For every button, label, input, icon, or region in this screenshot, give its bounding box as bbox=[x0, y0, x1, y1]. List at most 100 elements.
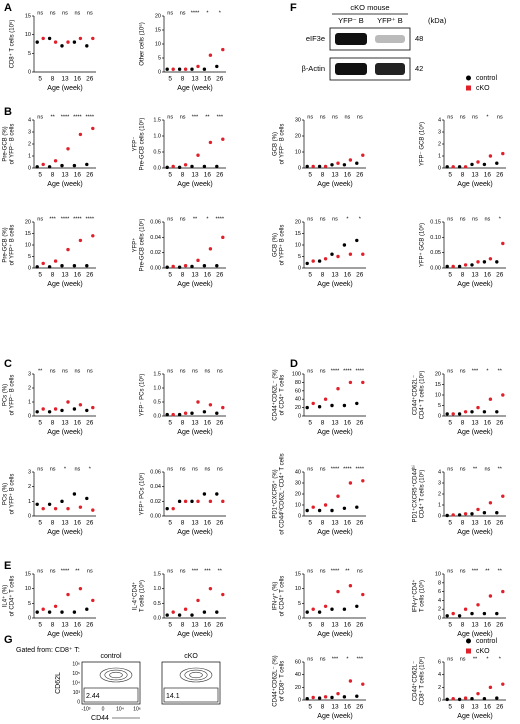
x-axis-label: Age (week) bbox=[177, 529, 212, 536]
x-tick-label: 26 bbox=[216, 272, 224, 279]
significance: ns bbox=[447, 466, 453, 472]
x-tick-label: 8 bbox=[321, 622, 325, 629]
data-point bbox=[35, 40, 39, 44]
y-tick-label: 20 bbox=[295, 685, 301, 691]
y-tick-label: 0 bbox=[438, 413, 441, 419]
y-tick-label: 0.0 bbox=[153, 165, 161, 171]
data-point bbox=[482, 162, 487, 167]
data-point bbox=[317, 405, 322, 409]
data-point bbox=[66, 592, 70, 597]
data-point bbox=[177, 613, 182, 617]
x-axis-label: Age (week) bbox=[317, 631, 352, 638]
data-point bbox=[463, 410, 468, 414]
data-point bbox=[476, 507, 480, 512]
flow-ytick: 10³ bbox=[73, 690, 81, 696]
y-tick-label: 10 bbox=[295, 149, 301, 155]
data-point bbox=[215, 492, 219, 496]
data-point bbox=[305, 405, 309, 410]
data-point bbox=[215, 164, 219, 169]
significance: ns bbox=[167, 216, 173, 222]
data-point bbox=[348, 380, 353, 385]
data-point bbox=[35, 502, 39, 506]
data-point bbox=[470, 263, 474, 267]
data-point bbox=[78, 36, 83, 41]
y-axis-label: YFP⁻ bbox=[133, 137, 139, 152]
data-point bbox=[85, 264, 89, 268]
significance: ns bbox=[460, 114, 466, 120]
x-tick-label: 16 bbox=[484, 520, 492, 527]
x-tick-label: 16 bbox=[74, 172, 82, 179]
flow-contour bbox=[189, 671, 203, 679]
significance: ns bbox=[217, 368, 223, 374]
flow-xtick: 10⁴ bbox=[116, 706, 124, 712]
x-tick-label: 13 bbox=[191, 520, 199, 527]
y-axis-label: CD44⁺CD62L⁻ (%) bbox=[272, 369, 279, 420]
y-tick-label: 0.02 bbox=[150, 250, 161, 256]
data-point bbox=[177, 412, 182, 417]
data-point bbox=[495, 511, 499, 515]
data-point bbox=[85, 408, 89, 413]
flow-value: 2.44 bbox=[86, 693, 100, 700]
significance: *** bbox=[357, 656, 364, 662]
blot-band-label: β-Actin bbox=[302, 64, 326, 73]
y-tick-label: 2 bbox=[28, 141, 31, 147]
data-point bbox=[85, 162, 89, 167]
x-tick-label: 16 bbox=[344, 172, 352, 179]
x-tick-label: 13 bbox=[61, 622, 69, 629]
y-tick-label: 0.5 bbox=[153, 149, 161, 155]
y-tick-label: 2 bbox=[438, 491, 441, 497]
y-axis-label: of YFP⁺ B cells bbox=[9, 474, 16, 515]
significance: ns bbox=[62, 368, 68, 374]
data-point bbox=[463, 607, 468, 611]
x-tick-label: 8 bbox=[181, 76, 185, 83]
data-point bbox=[165, 506, 169, 511]
data-point bbox=[501, 393, 505, 397]
y-tick-label: 0.06 bbox=[150, 219, 161, 225]
y-tick-label: 3 bbox=[28, 469, 31, 475]
data-point bbox=[41, 162, 45, 167]
data-point bbox=[171, 506, 175, 511]
significance: ns bbox=[472, 114, 478, 120]
data-point bbox=[305, 697, 309, 701]
y-axis-label: of YFP⁻ B cells bbox=[10, 375, 16, 416]
data-point bbox=[208, 247, 213, 251]
data-point bbox=[190, 164, 194, 169]
y-tick-label: 0.5 bbox=[153, 601, 161, 607]
y-tick-label: 0 bbox=[438, 615, 441, 621]
x-tick-label: 5 bbox=[448, 420, 452, 427]
y-tick-label: 10 bbox=[295, 586, 301, 592]
y-tick-label: 20 bbox=[295, 219, 301, 225]
data-point bbox=[53, 40, 58, 44]
data-point bbox=[202, 164, 207, 169]
flow-ytick: 0 bbox=[77, 699, 80, 705]
legend-label: control bbox=[476, 638, 497, 645]
data-point bbox=[221, 405, 225, 410]
y-tick-label: 2 bbox=[28, 484, 31, 490]
blot-band-size: 42 bbox=[415, 64, 423, 73]
data-point bbox=[495, 161, 499, 165]
data-point bbox=[66, 247, 70, 252]
data-point bbox=[348, 679, 353, 683]
data-point bbox=[91, 126, 95, 131]
data-point bbox=[495, 611, 499, 616]
y-tick-label: 0.5 bbox=[153, 399, 161, 405]
data-point bbox=[323, 604, 328, 608]
x-tick-label: 26 bbox=[216, 76, 224, 83]
x-tick-label: 16 bbox=[484, 622, 492, 629]
data-point bbox=[72, 492, 77, 496]
y-tick-label: 0 bbox=[28, 165, 31, 171]
significance: ns bbox=[217, 466, 223, 472]
data-point bbox=[311, 607, 315, 611]
x-tick-label: 26 bbox=[356, 520, 364, 527]
data-point bbox=[470, 512, 474, 516]
blot-band-size: 48 bbox=[415, 34, 423, 43]
data-point bbox=[342, 695, 347, 699]
x-tick-label: 26 bbox=[216, 622, 224, 629]
x-tick-label: 8 bbox=[461, 172, 465, 179]
x-tick-label: 8 bbox=[51, 520, 55, 527]
data-point bbox=[463, 696, 468, 700]
blot-band bbox=[335, 33, 367, 45]
data-point bbox=[202, 67, 207, 71]
x-axis-label: Age (week) bbox=[457, 281, 492, 288]
y-tick-label: 0.0 bbox=[153, 413, 161, 419]
